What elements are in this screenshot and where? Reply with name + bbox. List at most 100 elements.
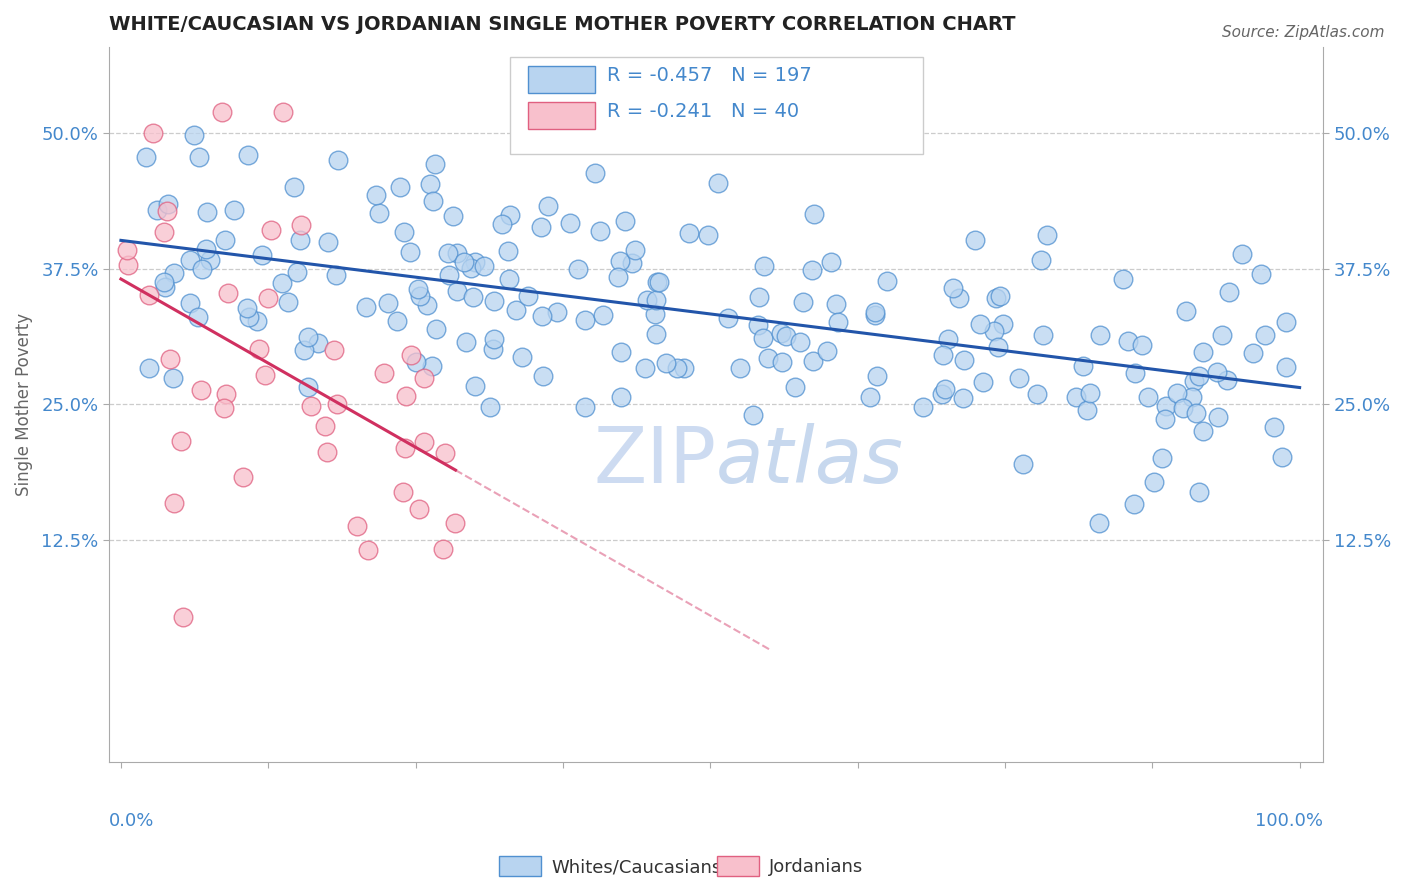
Point — [863, 308, 886, 322]
Point — [392, 485, 415, 500]
Point — [314, 419, 336, 434]
Point — [496, 244, 519, 258]
Point — [589, 224, 612, 238]
Point — [373, 366, 395, 380]
Point — [187, 310, 209, 325]
Point — [624, 243, 647, 257]
Point — [441, 210, 464, 224]
Point — [517, 289, 540, 303]
Point — [1192, 345, 1215, 359]
Point — [388, 180, 411, 194]
Point — [1088, 516, 1111, 531]
Point — [801, 263, 824, 277]
Point — [825, 297, 848, 311]
Point — [307, 335, 329, 350]
Point — [271, 276, 294, 290]
Point — [163, 496, 186, 510]
Point — [152, 275, 174, 289]
Text: WHITE/CAUCASIAN VS JORDANIAN SINGLE MOTHER POVERTY CORRELATION CHART: WHITE/CAUCASIAN VS JORDANIAN SINGLE MOTH… — [110, 15, 1015, 34]
Point — [1174, 303, 1197, 318]
Point — [153, 280, 176, 294]
Point — [936, 333, 959, 347]
Point — [1130, 338, 1153, 352]
Point — [1031, 252, 1053, 267]
Point — [399, 245, 422, 260]
Point — [644, 307, 666, 321]
Point — [425, 157, 447, 171]
Point — [505, 302, 527, 317]
Point — [290, 219, 312, 233]
Point — [464, 379, 486, 393]
Point — [1230, 247, 1253, 261]
Point — [1243, 345, 1265, 359]
Point — [499, 208, 522, 222]
Point — [464, 255, 486, 269]
Point — [1263, 420, 1285, 434]
Point — [357, 543, 380, 558]
Point — [138, 287, 160, 301]
Point — [827, 315, 849, 329]
Point — [592, 308, 614, 322]
Point — [142, 127, 165, 141]
Point — [792, 294, 814, 309]
Text: R = -0.457   N = 197: R = -0.457 N = 197 — [607, 66, 811, 85]
Point — [1143, 475, 1166, 489]
Point — [1078, 385, 1101, 400]
Point — [707, 176, 730, 190]
Point — [1188, 484, 1211, 499]
Point — [356, 300, 378, 314]
Point — [392, 225, 415, 239]
Point — [252, 248, 274, 262]
Point — [316, 445, 339, 459]
Point — [546, 305, 568, 319]
Point — [1206, 409, 1229, 424]
Text: Jordanians: Jordanians — [769, 858, 863, 876]
Point — [1112, 272, 1135, 286]
Point — [183, 128, 205, 143]
Point — [211, 104, 233, 119]
Point — [446, 245, 468, 260]
Point — [179, 252, 201, 267]
Point — [433, 446, 456, 460]
Point — [931, 386, 953, 401]
Point — [297, 330, 319, 344]
Point — [179, 296, 201, 310]
Point — [214, 233, 236, 247]
Point — [531, 369, 554, 384]
Point — [1116, 334, 1139, 348]
Point — [1216, 373, 1239, 387]
Point — [408, 502, 430, 516]
Point — [965, 233, 987, 247]
Point — [260, 223, 283, 237]
Point — [412, 371, 434, 385]
Point — [283, 180, 305, 194]
Point — [697, 227, 720, 242]
Point — [1271, 450, 1294, 465]
Point — [789, 335, 811, 350]
Point — [491, 218, 513, 232]
Point — [413, 434, 436, 449]
Point — [170, 434, 193, 448]
Point — [437, 246, 460, 260]
Point — [299, 399, 322, 413]
Point — [454, 334, 477, 349]
Point — [934, 382, 956, 396]
Point — [537, 199, 560, 213]
Point — [254, 368, 277, 382]
Text: Whites/Caucasians: Whites/Caucasians — [551, 858, 721, 876]
Point — [297, 380, 319, 394]
Point — [614, 214, 637, 228]
Point — [162, 371, 184, 385]
Point — [1071, 359, 1094, 373]
Point — [876, 274, 898, 288]
Text: R = -0.241   N = 40: R = -0.241 N = 40 — [607, 102, 799, 120]
Point — [993, 317, 1015, 331]
Point — [198, 253, 221, 268]
Point — [422, 194, 444, 208]
Point — [1181, 390, 1204, 404]
Point — [1150, 450, 1173, 465]
Text: ZIP: ZIP — [593, 424, 716, 500]
Point — [215, 386, 238, 401]
Point — [672, 361, 695, 376]
Point — [948, 291, 970, 305]
